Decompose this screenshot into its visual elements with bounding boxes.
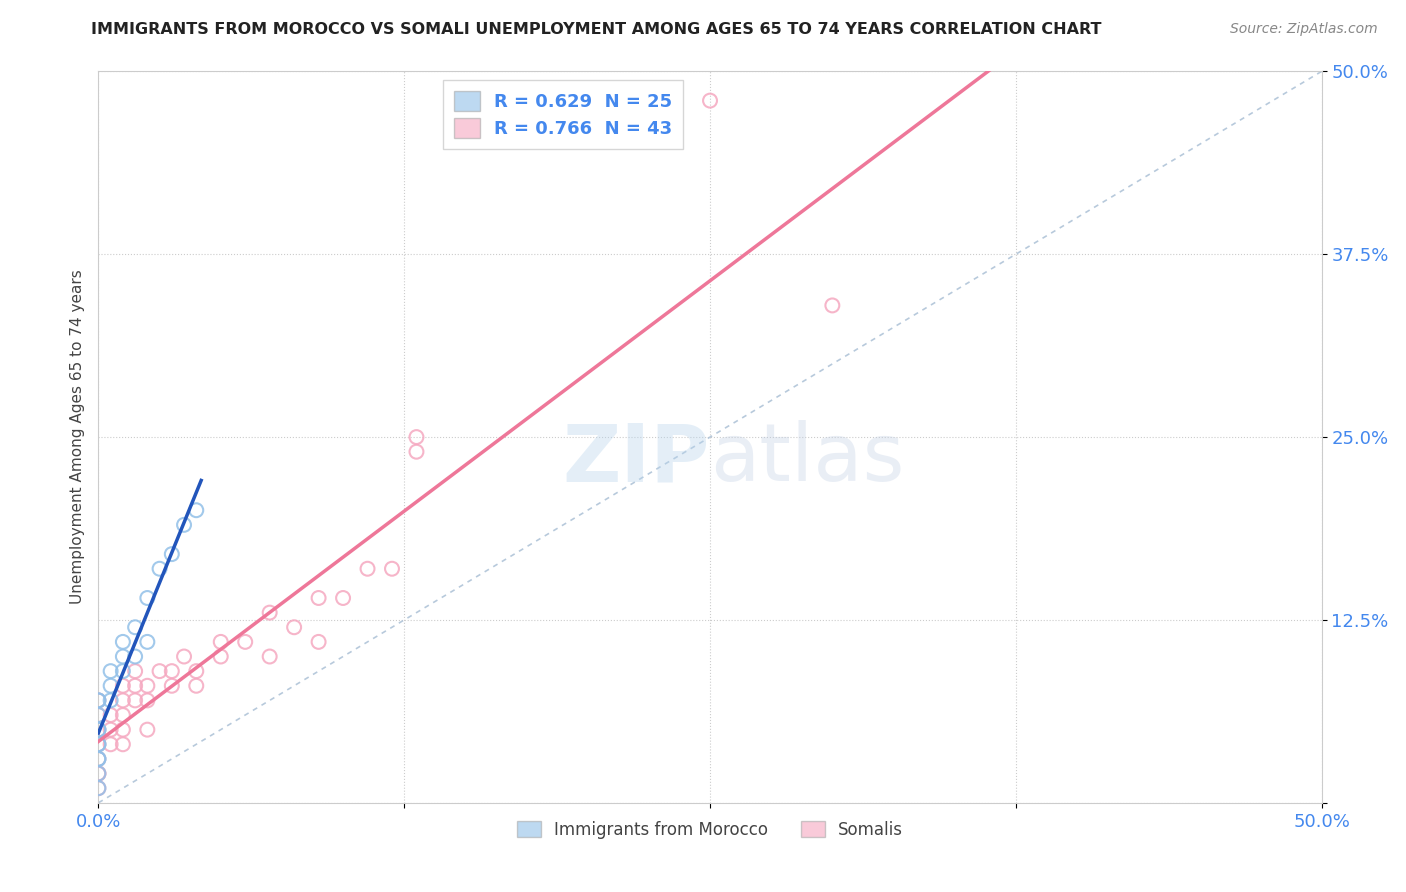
Point	[332, 591, 354, 605]
Point	[124, 693, 146, 707]
Point	[136, 723, 159, 737]
Point	[209, 649, 232, 664]
Point	[149, 562, 172, 576]
Point	[111, 664, 134, 678]
Point	[405, 444, 427, 458]
Point	[136, 591, 159, 605]
Text: ZIP: ZIP	[562, 420, 710, 498]
Point	[87, 723, 110, 737]
Point	[259, 649, 281, 664]
Point	[87, 708, 110, 723]
Point	[259, 606, 281, 620]
Point	[405, 430, 427, 444]
Point	[160, 664, 183, 678]
Point	[111, 708, 134, 723]
Point	[356, 562, 378, 576]
Point	[136, 693, 159, 707]
Point	[87, 723, 110, 737]
Point	[87, 723, 110, 737]
Point	[124, 620, 146, 634]
Point	[186, 664, 208, 678]
Point	[87, 693, 110, 707]
Point	[111, 693, 134, 707]
Text: atlas: atlas	[710, 420, 904, 498]
Point	[173, 649, 195, 664]
Point	[87, 693, 110, 707]
Point	[124, 664, 146, 678]
Point	[149, 664, 172, 678]
Point	[173, 517, 195, 532]
Point	[160, 679, 183, 693]
Point	[87, 737, 110, 751]
Point	[186, 679, 208, 693]
Y-axis label: Unemployment Among Ages 65 to 74 years: Unemployment Among Ages 65 to 74 years	[69, 269, 84, 605]
Point	[87, 766, 110, 780]
Point	[87, 781, 110, 796]
Point	[160, 547, 183, 561]
Point	[283, 620, 305, 634]
Point	[87, 752, 110, 766]
Point	[136, 679, 159, 693]
Point	[136, 635, 159, 649]
Point	[111, 737, 134, 751]
Point	[233, 635, 256, 649]
Point	[111, 679, 134, 693]
Point	[111, 723, 134, 737]
Point	[100, 664, 122, 678]
Point	[100, 679, 122, 693]
Point	[87, 708, 110, 723]
Text: IMMIGRANTS FROM MOROCCO VS SOMALI UNEMPLOYMENT AMONG AGES 65 TO 74 YEARS CORRELA: IMMIGRANTS FROM MOROCCO VS SOMALI UNEMPL…	[91, 22, 1102, 37]
Point	[87, 752, 110, 766]
Point	[100, 737, 122, 751]
Point	[381, 562, 404, 576]
Point	[821, 298, 844, 312]
Point	[124, 649, 146, 664]
Point	[100, 708, 122, 723]
Text: Source: ZipAtlas.com: Source: ZipAtlas.com	[1230, 22, 1378, 37]
Point	[699, 94, 721, 108]
Legend: Immigrants from Morocco, Somalis: Immigrants from Morocco, Somalis	[510, 814, 910, 846]
Point	[87, 766, 110, 780]
Point	[100, 693, 122, 707]
Point	[87, 693, 110, 707]
Point	[111, 635, 134, 649]
Point	[100, 723, 122, 737]
Point	[186, 503, 208, 517]
Point	[87, 737, 110, 751]
Point	[87, 781, 110, 796]
Point	[87, 752, 110, 766]
Point	[111, 649, 134, 664]
Point	[308, 591, 330, 605]
Point	[87, 737, 110, 751]
Point	[87, 766, 110, 780]
Point	[209, 635, 232, 649]
Point	[124, 679, 146, 693]
Point	[308, 635, 330, 649]
